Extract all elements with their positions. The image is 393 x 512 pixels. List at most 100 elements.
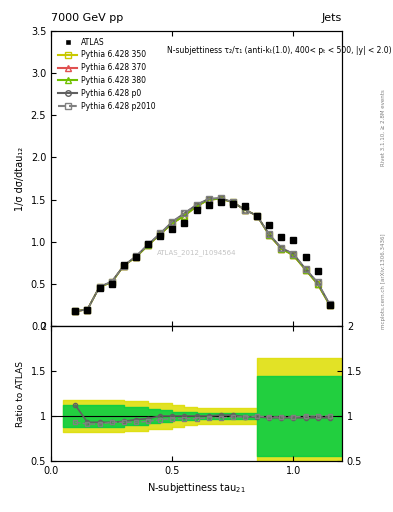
Pythia 6.428 350	[170, 220, 174, 226]
Pythia 6.428 p0	[255, 212, 259, 219]
Pythia 6.428 p2010	[242, 207, 247, 213]
Pythia 6.428 p2010	[182, 210, 187, 216]
ATLAS	[255, 212, 259, 219]
Pythia 6.428 370	[327, 302, 332, 308]
Pythia 6.428 350	[109, 280, 114, 286]
ATLAS	[315, 268, 320, 274]
Text: Rivet 3.1.10, ≥ 2.8M events: Rivet 3.1.10, ≥ 2.8M events	[381, 90, 386, 166]
Pythia 6.428 370	[315, 281, 320, 287]
Pythia 6.428 370	[109, 280, 114, 286]
Pythia 6.428 350	[97, 284, 102, 290]
Line: Pythia 6.428 p2010: Pythia 6.428 p2010	[73, 195, 332, 314]
Pythia 6.428 p0	[291, 251, 296, 257]
ATLAS	[279, 234, 284, 240]
Pythia 6.428 p2010	[109, 279, 114, 285]
ATLAS	[291, 237, 296, 243]
Pythia 6.428 p2010	[194, 202, 199, 208]
Line: Pythia 6.428 370: Pythia 6.428 370	[73, 196, 332, 314]
Pythia 6.428 350	[206, 197, 211, 203]
Pythia 6.428 350	[85, 306, 90, 312]
Pythia 6.428 p2010	[73, 308, 78, 314]
Pythia 6.428 370	[267, 232, 272, 238]
Pythia 6.428 370	[182, 212, 187, 219]
Text: Jets: Jets	[321, 13, 342, 23]
Pythia 6.428 350	[146, 242, 151, 248]
Pythia 6.428 p0	[134, 253, 138, 260]
Y-axis label: 1/σ dσ/dtau₁₂: 1/σ dσ/dtau₁₂	[15, 146, 25, 210]
Pythia 6.428 370	[134, 254, 138, 260]
Pythia 6.428 p0	[73, 308, 78, 314]
Pythia 6.428 p0	[231, 199, 235, 205]
ATLAS	[73, 308, 78, 314]
Pythia 6.428 p2010	[146, 241, 151, 247]
Pythia 6.428 370	[279, 246, 284, 252]
Pythia 6.428 p0	[109, 279, 114, 285]
Pythia 6.428 380	[242, 207, 247, 213]
Pythia 6.428 p2010	[97, 284, 102, 290]
Pythia 6.428 p2010	[85, 306, 90, 312]
ATLAS	[182, 220, 187, 226]
Pythia 6.428 370	[291, 252, 296, 259]
Pythia 6.428 380	[231, 199, 235, 205]
Pythia 6.428 350	[73, 308, 78, 314]
Pythia 6.428 380	[303, 267, 308, 273]
Pythia 6.428 370	[97, 284, 102, 290]
Line: Pythia 6.428 380: Pythia 6.428 380	[73, 196, 332, 314]
Pythia 6.428 380	[255, 212, 259, 219]
Pythia 6.428 p2010	[315, 280, 320, 286]
Pythia 6.428 350	[303, 267, 308, 273]
ATLAS	[231, 201, 235, 207]
Pythia 6.428 380	[327, 302, 332, 308]
Pythia 6.428 370	[231, 199, 235, 205]
Text: ATLAS_2012_I1094564: ATLAS_2012_I1094564	[157, 249, 236, 256]
Pythia 6.428 380	[219, 196, 223, 202]
Pythia 6.428 p0	[303, 266, 308, 272]
Line: Pythia 6.428 350: Pythia 6.428 350	[73, 196, 332, 314]
ATLAS	[267, 222, 272, 228]
Pythia 6.428 370	[303, 267, 308, 273]
Pythia 6.428 p2010	[219, 195, 223, 201]
Pythia 6.428 p2010	[170, 219, 174, 225]
ATLAS	[121, 262, 126, 268]
Pythia 6.428 p0	[206, 196, 211, 202]
Pythia 6.428 370	[158, 231, 163, 238]
ATLAS	[194, 207, 199, 213]
Pythia 6.428 370	[146, 242, 151, 248]
Pythia 6.428 350	[242, 207, 247, 213]
Pythia 6.428 380	[85, 306, 90, 312]
Pythia 6.428 370	[206, 197, 211, 203]
Pythia 6.428 380	[315, 281, 320, 287]
Pythia 6.428 380	[134, 254, 138, 260]
Y-axis label: Ratio to ATLAS: Ratio to ATLAS	[16, 360, 25, 426]
Pythia 6.428 p0	[121, 263, 126, 269]
Pythia 6.428 p0	[158, 230, 163, 237]
Text: N-subjettiness τ₂/τ₁ (anti-kₜ(1.0), 400< pₜ < 500, |y| < 2.0): N-subjettiness τ₂/τ₁ (anti-kₜ(1.0), 400<…	[167, 46, 392, 54]
ATLAS	[134, 254, 138, 260]
Pythia 6.428 p0	[327, 302, 332, 308]
Pythia 6.428 p2010	[267, 231, 272, 238]
Pythia 6.428 p2010	[134, 253, 138, 260]
Pythia 6.428 p0	[219, 195, 223, 201]
ATLAS	[206, 202, 211, 208]
Pythia 6.428 370	[85, 306, 90, 312]
Pythia 6.428 350	[194, 203, 199, 209]
Pythia 6.428 370	[242, 207, 247, 213]
Pythia 6.428 350	[255, 212, 259, 219]
Pythia 6.428 p2010	[255, 212, 259, 219]
ATLAS	[158, 233, 163, 239]
Pythia 6.428 380	[73, 308, 78, 314]
Pythia 6.428 350	[291, 252, 296, 259]
Pythia 6.428 p0	[315, 280, 320, 286]
Pythia 6.428 p0	[85, 306, 90, 312]
Pythia 6.428 p0	[194, 202, 199, 208]
ATLAS	[219, 199, 223, 205]
Pythia 6.428 380	[206, 197, 211, 203]
Pythia 6.428 380	[109, 280, 114, 286]
ATLAS	[109, 281, 114, 287]
Pythia 6.428 350	[279, 246, 284, 252]
Pythia 6.428 p2010	[303, 266, 308, 272]
ATLAS	[170, 226, 174, 232]
Pythia 6.428 350	[231, 199, 235, 205]
Pythia 6.428 p2010	[121, 263, 126, 269]
Pythia 6.428 350	[267, 232, 272, 238]
